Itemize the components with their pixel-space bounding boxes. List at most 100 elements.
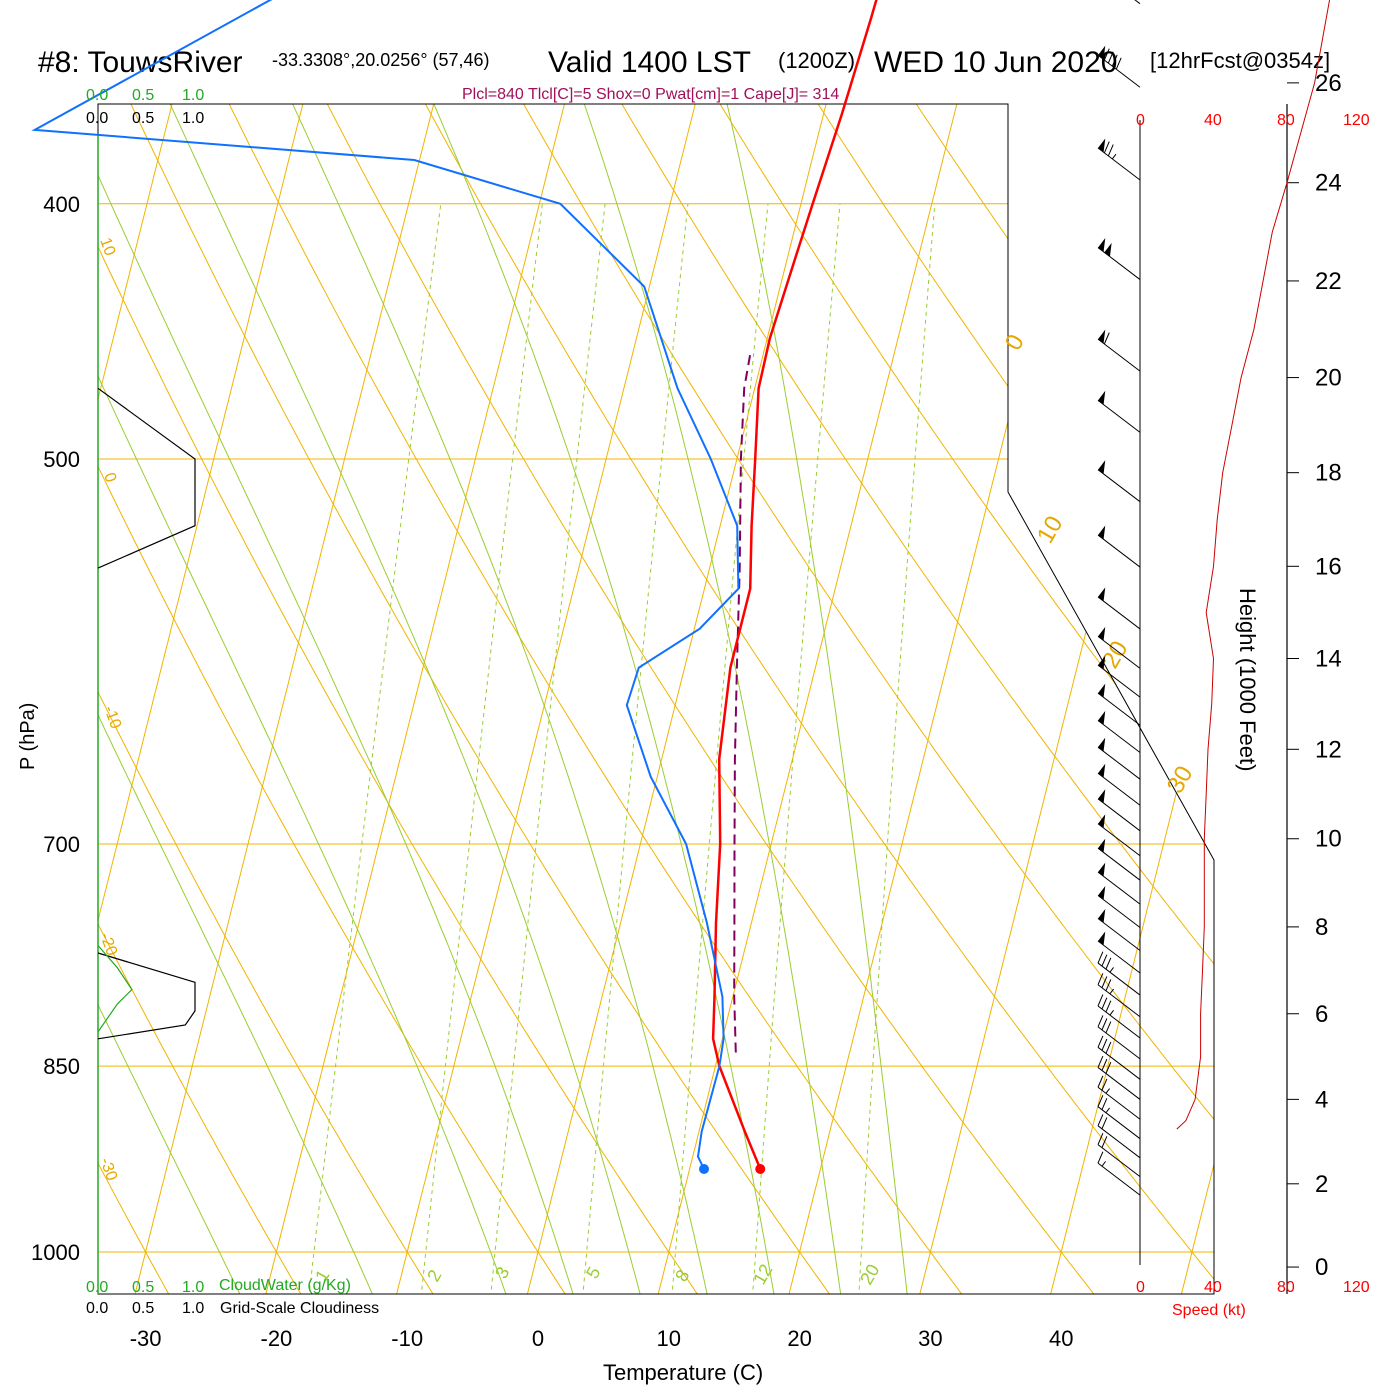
wind-barb-line [1101,1098,1108,1110]
wind-barb-staff [1097,895,1141,928]
wind-barb-line [1105,1041,1112,1054]
temperature-line [711,0,878,1170]
isotherm-line [779,104,1210,1294]
cloudwater-scale-top-0: 0.0 [86,87,108,104]
wind-barb-staff [1097,1144,1141,1178]
cloudiness-scale-bottom-1: 1.0 [182,1300,204,1317]
dry-adiabat-line [98,104,1123,1294]
wind-barb-line [1097,1035,1104,1048]
wind-barb-staff [1097,534,1141,568]
p-tick-label: 700 [43,832,80,857]
wind-barb-line [1101,1038,1108,1051]
date-title: WED 10 Jun 2020 [874,46,1117,79]
isotherm-label: 0 [100,471,119,485]
wind-barb-line [1105,1061,1112,1074]
plot-frame [97,103,1215,1295]
wind-barb-staff [1097,1106,1141,1140]
dry-adiabat-line [98,104,456,1294]
wind-barb-flag [1098,763,1106,778]
dewpoint-line [31,0,740,1170]
x-tick-label: -30 [130,1326,162,1351]
height-tick-label: 8 [1315,914,1328,941]
wind-barb-staff [1097,247,1141,280]
height-tick-label: 4 [1315,1086,1328,1113]
wind-barb-staff [1097,871,1141,905]
wind-barb-staff [1097,1125,1141,1159]
dry-adiabat-line [706,104,1214,1294]
x-tick-label: 10 [657,1326,681,1351]
height-tick-label: 26 [1315,70,1342,97]
height-tick-label: 2 [1315,1171,1328,1198]
wind-barb-flag [1098,885,1106,900]
moist-adiabat-line [98,104,585,1294]
wind-barb-line [1097,973,1104,985]
wind-barb-staff [1097,664,1141,698]
x-tick-label: 30 [918,1326,942,1351]
cloudwater-scale-top-05: 0.5 [132,87,154,104]
mixing-ratio-line [417,203,543,1294]
wind-barb-staff [1097,692,1141,726]
dry-adiabat-line [793,104,1214,1294]
p-tick-label: 400 [43,192,80,217]
wind-barb-staff [1097,1005,1141,1039]
moist-adiabat-line [98,638,389,1294]
wind-barb-staff [1097,940,1141,974]
wind-barb-staff [1097,918,1141,951]
wind-barb-flag [1098,390,1106,405]
wind-barb-staff [1097,746,1141,780]
dry-adiabat-line [98,104,723,1294]
height-tick-label: 20 [1315,365,1342,392]
isotherm-line [387,104,818,1294]
moist-adiabat-line [98,930,258,1294]
isotherm-label: -30 [96,1156,120,1184]
wind-barb-line [1111,54,1118,67]
wind-barb-flag [1098,329,1106,344]
speed-tick-top-40: 40 [1204,112,1222,129]
height-tick-label: 12 [1315,736,1342,763]
wind-barb-staff [1097,962,1141,996]
speed-tick-bottom-0: 0 [1136,1279,1145,1296]
parcel-info: Plcl=840 Tlcl[C]=5 Shox=0 Pwat[cm]=1 Cap… [462,86,839,103]
dry-adiabat-line [98,104,989,1294]
wind-barb-staff [1097,1046,1141,1080]
height-tick-label: 10 [1315,826,1342,853]
cloudiness-scale-top-05: 0.5 [132,110,154,127]
cloudiness-scale-bottom-05: 0.5 [132,1300,154,1317]
wind-barb-staff [1097,1067,1141,1100]
isotherm-line [98,104,164,1294]
wind-barb-line [1107,144,1114,157]
cloudwater-label: CloudWater (g/Kg) [219,1277,351,1294]
wind-barb-line [1097,1015,1104,1028]
wind-barb-line [1103,332,1110,345]
wind-barb-staff [1097,1162,1141,1196]
p-tick-label: 500 [43,447,80,472]
wind-barb-line [1097,951,1104,964]
wind-barb-half [1109,1009,1114,1016]
dry-adiabat-line [271,104,1214,1294]
x-tick-label: 20 [787,1326,811,1351]
wind-barb-line [1097,1133,1104,1145]
wind-barb-staff [1097,847,1141,881]
wind-barb-flag [1098,710,1106,725]
dry-adiabat-line [1141,104,1214,1294]
height-tick-label: 0 [1315,1254,1328,1281]
wind-barb-staff [1097,635,1141,669]
wind-barb-flag [1098,838,1106,853]
wind-barb-staff [1097,772,1141,806]
speed-axis-label: Speed (kt) [1172,1302,1246,1319]
speed-tick-bottom-120: 120 [1343,1279,1370,1296]
wind-barb-line [1101,997,1108,1010]
wind-speed-line [1176,0,1331,1130]
wind-barb-flag [1098,789,1106,804]
mixing-ratio-label: 2 [423,1266,445,1285]
wind-barb-line [1105,957,1112,970]
isotherm-label: -10 [100,704,124,732]
cloudwater-scale-bottom-0: 0.0 [86,1279,108,1296]
x-axis-label: Temperature (C) [603,1360,763,1385]
height-tick-label: 22 [1315,268,1342,295]
isotherm-line [125,104,556,1294]
cloudiness-scale-top-0: 0.0 [86,110,108,127]
wind-barb-line [1105,1021,1112,1034]
height-tick-label: 24 [1315,170,1342,197]
